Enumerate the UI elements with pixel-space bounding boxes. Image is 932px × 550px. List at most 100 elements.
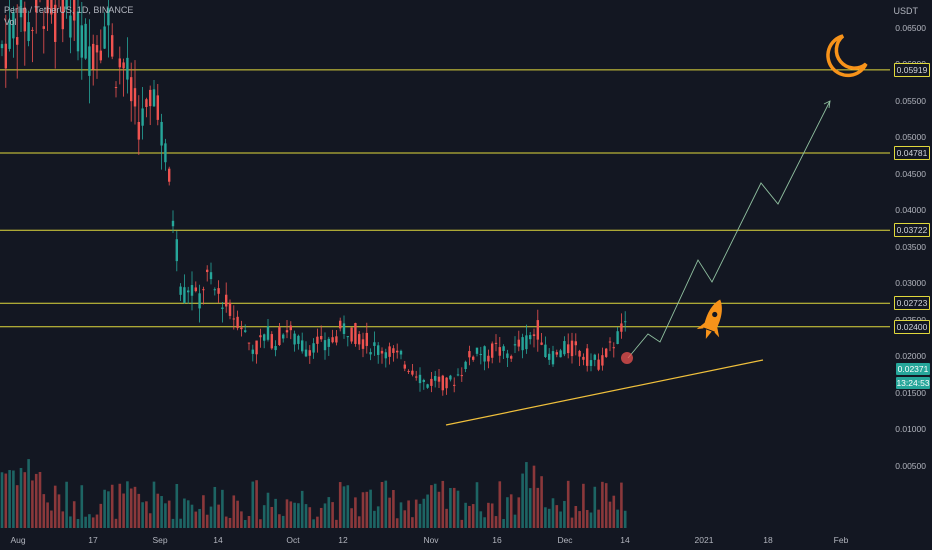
volume-bar xyxy=(399,502,403,528)
candle-body xyxy=(335,336,338,343)
candle-body xyxy=(616,331,619,344)
volume-bar xyxy=(76,519,80,528)
volume-bar xyxy=(38,471,42,528)
volume-bar xyxy=(319,507,323,528)
candle-body xyxy=(475,347,479,354)
candle-body xyxy=(160,121,163,146)
volume-bar xyxy=(612,495,616,528)
volume-bar xyxy=(31,480,34,528)
volume-bar xyxy=(278,514,281,528)
volume-bar xyxy=(433,483,437,528)
time-tick-label: 2021 xyxy=(694,535,714,545)
candle-body xyxy=(198,293,201,309)
projection-path xyxy=(627,100,831,359)
candle-body xyxy=(373,342,376,346)
volume-bar xyxy=(289,501,293,528)
volume-bar xyxy=(555,505,559,528)
candle-body xyxy=(399,350,403,355)
candle-body xyxy=(403,364,406,369)
candle-body xyxy=(308,350,311,356)
candle-body xyxy=(137,121,140,140)
volume-bar xyxy=(34,473,38,528)
candle-body xyxy=(179,286,182,295)
volume-bar xyxy=(110,484,114,528)
candle-body xyxy=(605,348,608,357)
candle-body xyxy=(225,294,228,307)
volume-bar xyxy=(411,517,414,528)
candle-body xyxy=(464,361,467,370)
candle-body xyxy=(130,77,133,102)
candle-body xyxy=(259,335,262,338)
candle-body xyxy=(301,340,304,352)
time-tick-label: 17 xyxy=(88,535,98,545)
last-price-tag: 0.02371 xyxy=(896,363,930,375)
volume-bar xyxy=(183,498,186,528)
candle-body xyxy=(293,333,296,345)
volume-bar xyxy=(221,489,224,528)
candle-body xyxy=(0,44,4,49)
candle-body xyxy=(221,307,224,309)
volume-bar xyxy=(601,481,604,528)
volume-bar xyxy=(483,517,486,528)
volume-bar xyxy=(103,489,106,528)
candle-body xyxy=(255,340,258,355)
volume-bar xyxy=(15,485,19,528)
volume-bar xyxy=(430,485,433,528)
volume-bar xyxy=(452,487,456,528)
volume-bar xyxy=(27,459,30,528)
candle-body xyxy=(156,95,159,120)
candle-body xyxy=(517,339,520,347)
volume-bar xyxy=(122,493,125,528)
volume-bars xyxy=(0,459,627,528)
level-tag: 0.05919 xyxy=(894,62,930,77)
volume-bar xyxy=(380,482,384,528)
volume-bar xyxy=(361,492,365,528)
volume-bar xyxy=(171,518,175,528)
candle-body xyxy=(31,29,34,31)
candle-body xyxy=(217,288,220,294)
price-tick-label: 0.00500 xyxy=(895,460,926,471)
volume-bar xyxy=(540,476,543,528)
candle-body xyxy=(434,376,437,381)
volume-bar xyxy=(262,505,266,528)
horizontal-levels xyxy=(0,69,890,328)
price-tick-label: 0.02000 xyxy=(895,351,926,361)
volume-bar xyxy=(243,519,247,528)
candle-body xyxy=(563,341,566,355)
volume-label[interactable]: Vol xyxy=(4,17,17,27)
candle-body xyxy=(323,340,327,351)
candle-body xyxy=(107,7,110,26)
volume-bar xyxy=(46,502,49,528)
volume-bar xyxy=(502,519,505,528)
volume-bar xyxy=(449,488,452,528)
candle-body xyxy=(358,334,361,345)
volume-bar xyxy=(414,499,418,528)
volume-bar xyxy=(297,503,300,528)
volume-bar xyxy=(270,506,274,528)
volume-bar xyxy=(175,483,179,528)
candle-body xyxy=(582,356,585,360)
volume-bar xyxy=(217,504,220,528)
candle-body xyxy=(304,349,308,357)
candle-body xyxy=(266,326,270,340)
axis-unit-label[interactable]: USDT xyxy=(893,6,919,16)
time-tick-label: 12 xyxy=(338,535,348,545)
volume-bar xyxy=(129,488,133,528)
volume-bar xyxy=(509,494,513,528)
candle-body xyxy=(12,11,15,39)
volume-bar xyxy=(426,494,429,528)
volume-bar xyxy=(578,511,581,528)
volume-bar xyxy=(148,513,152,528)
candle-body xyxy=(8,19,11,49)
chart-title[interactable]: Perlin / TetherUS, 1D, BINANCE xyxy=(4,5,134,15)
volume-bar xyxy=(350,508,353,528)
candle-body xyxy=(601,355,604,366)
candle-body xyxy=(529,335,532,340)
candle-body xyxy=(365,332,368,346)
candle-body xyxy=(415,376,418,378)
volume-bar xyxy=(160,496,163,528)
candle-body xyxy=(149,89,152,107)
volume-bar xyxy=(0,472,4,528)
volume-bar xyxy=(331,502,334,528)
